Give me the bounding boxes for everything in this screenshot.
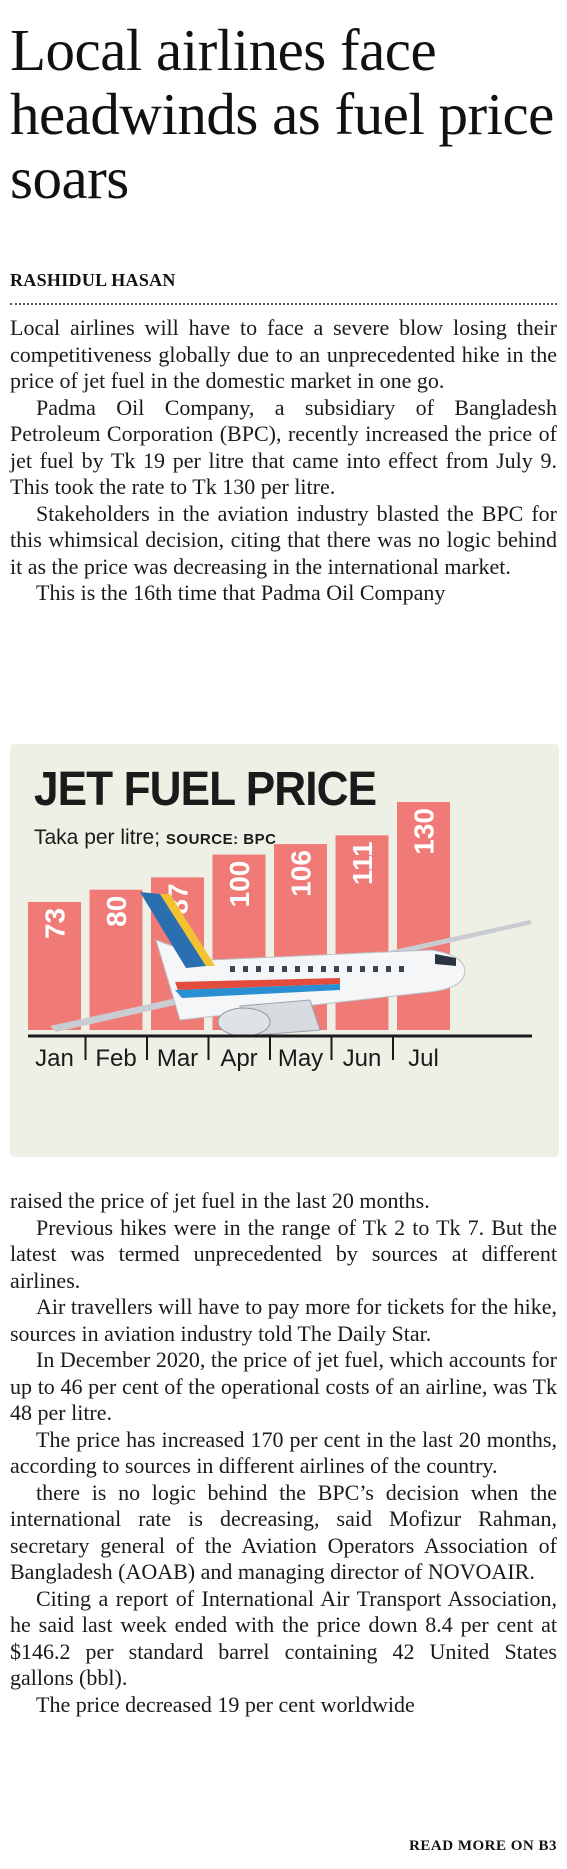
article-paragraph: Local airlines will have to face a sever…: [10, 315, 557, 393]
bar-value-label: 80: [101, 896, 132, 927]
chart-source: SOURCE: BPC: [165, 831, 277, 848]
article-paragraph: there is no logic behind the BPC’s decis…: [10, 1479, 557, 1585]
article-paragraph: The price decreased 19 per cent worldwid…: [36, 1691, 415, 1717]
article-body-part-1: Local airlines will have to face a sever…: [10, 315, 557, 607]
byline-divider: [10, 303, 557, 305]
headline: Local airlines face headwinds as fuel pr…: [10, 17, 554, 211]
bar-jan: [28, 901, 81, 1030]
chart-subtitle: Taka per litre; SOURCE: BPC: [34, 826, 276, 850]
read-more-link[interactable]: READ MORE ON B3: [409, 1838, 557, 1854]
x-tick-label: May: [278, 1045, 323, 1072]
bar-value-label: 106: [286, 850, 317, 897]
x-tick-label: Jul: [408, 1045, 439, 1072]
article-paragraph: Citing a report of International Air Tra…: [10, 1585, 557, 1691]
article-paragraph: Padma Oil Company, a subsidiary of Bangl…: [10, 394, 557, 500]
x-tick-label: Feb: [95, 1045, 136, 1072]
article-paragraph: In December 2020, the price of jet fuel,…: [10, 1347, 557, 1425]
article-body-part-2: raised the price of jet fuel in the last…: [10, 1188, 557, 1718]
chart-unit: Taka per litre;: [34, 826, 161, 849]
x-tick-label: Apr: [220, 1045, 257, 1072]
byline: RASHIDUL HASAN: [10, 270, 176, 290]
bar-value-label: 111: [347, 841, 378, 885]
bar-value-label: 100: [224, 861, 255, 908]
x-tick-label: Jan: [35, 1045, 74, 1072]
article-paragraph: Stakeholders in the aviation industry bl…: [10, 500, 557, 579]
jet-fuel-price-chart: 73 80 87 100 106 111 130 Jan Feb Mar Apr May Jun Jul …: [10, 744, 559, 1157]
x-tick-label: Jun: [343, 1045, 382, 1072]
x-tick-label: Mar: [157, 1045, 198, 1072]
article-paragraph: raised the price of jet fuel in the last…: [10, 1188, 430, 1213]
chart-title: JET FUEL PRICE: [34, 763, 377, 816]
article-paragraph: Air travellers will have to pay more for…: [10, 1294, 557, 1346]
bar-value-label: 73: [40, 908, 71, 939]
bar-value-label: 130: [409, 808, 440, 855]
airplane-illustration: [50, 892, 532, 1037]
article-paragraph: Previous hikes were in the range of Tk 2…: [10, 1214, 557, 1293]
article-paragraph: This is the 16th time that Padma Oil Com…: [36, 580, 446, 605]
bar-feb: [89, 889, 143, 1030]
article-paragraph: The price has increased 170 per cent in …: [10, 1426, 557, 1479]
